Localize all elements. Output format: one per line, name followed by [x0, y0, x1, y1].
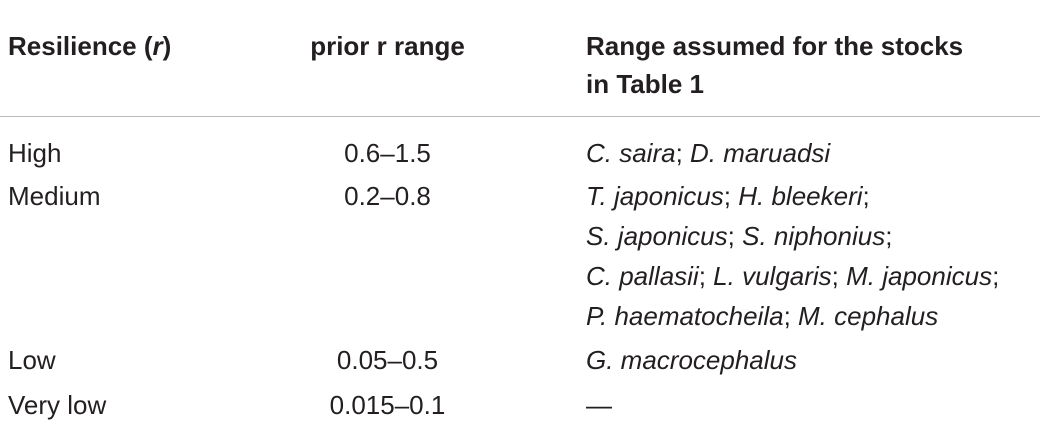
resilience-cell: Medium — [8, 181, 101, 211]
species-name: G. macrocephalus — [586, 345, 797, 375]
resilience-cell: Very low — [8, 390, 107, 420]
separator: ; — [727, 221, 743, 251]
species-name: M. cephalus — [798, 301, 939, 331]
stocks-line: C. pallasii; L. vulgaris; M. japonicus; — [586, 256, 1036, 296]
species-name: C. pallasii — [586, 261, 699, 291]
stocks-line: T. japonicus; H. bleekeri; — [586, 176, 1036, 216]
stocks-line: P. haematocheila; M. cephalus — [586, 296, 1036, 336]
stocks-line: S. japonicus; S. niphonius; — [586, 216, 1036, 256]
separator: ; — [723, 181, 739, 211]
species-name: P. haematocheila — [586, 301, 784, 331]
header-r-italic: r — [152, 31, 163, 61]
species-name: C. saira — [586, 138, 676, 168]
header-resilience: Resilience (r) — [8, 31, 172, 61]
species-name: D. maruadsi — [690, 138, 831, 168]
resilience-cell: High — [8, 138, 62, 168]
stocks-cell: — — [586, 385, 1036, 425]
separator: ; — [783, 301, 799, 331]
stocks-cell: T. japonicus; H. bleekeri; S. japonicus; … — [586, 176, 1036, 336]
prior-range-cell: 0.015–0.1 — [329, 390, 446, 420]
separator: ; — [862, 181, 870, 211]
species-name: M. japonicus — [846, 261, 993, 291]
prior-range-cell: 0.2–0.8 — [344, 181, 431, 211]
prior-range-cell: 0.6–1.5 — [344, 138, 431, 168]
header-range-assumed: Range assumed for the stocks in Table 1 — [586, 31, 964, 99]
separator: ; — [831, 261, 847, 291]
separator: ; — [992, 261, 1000, 291]
table-header: Resilience (r) prior r range Range assum… — [0, 0, 1040, 117]
stocks-line: — — [586, 385, 1036, 425]
stocks-cell: C. saira; D. maruadsi — [586, 133, 1036, 173]
species-name: L. vulgaris — [713, 261, 832, 291]
stocks-cell: G. macrocephalus — [586, 340, 1036, 380]
header-rule — [0, 116, 1040, 117]
header-prior-range: prior r range — [310, 31, 465, 61]
species-name: S. niphonius — [742, 221, 886, 251]
prior-range-cell: 0.05–0.5 — [336, 345, 439, 375]
resilience-cell: Low — [8, 345, 56, 375]
species-name: S. japonicus — [586, 221, 728, 251]
separator: ; — [675, 138, 691, 168]
stocks-line: G. macrocephalus — [586, 340, 1036, 380]
separator: — — [586, 390, 612, 420]
species-name: T. japonicus — [586, 181, 724, 211]
separator: ; — [698, 261, 714, 291]
species-name: H. bleekeri — [738, 181, 863, 211]
stocks-line: C. saira; D. maruadsi — [586, 133, 1036, 173]
separator: ; — [885, 221, 893, 251]
